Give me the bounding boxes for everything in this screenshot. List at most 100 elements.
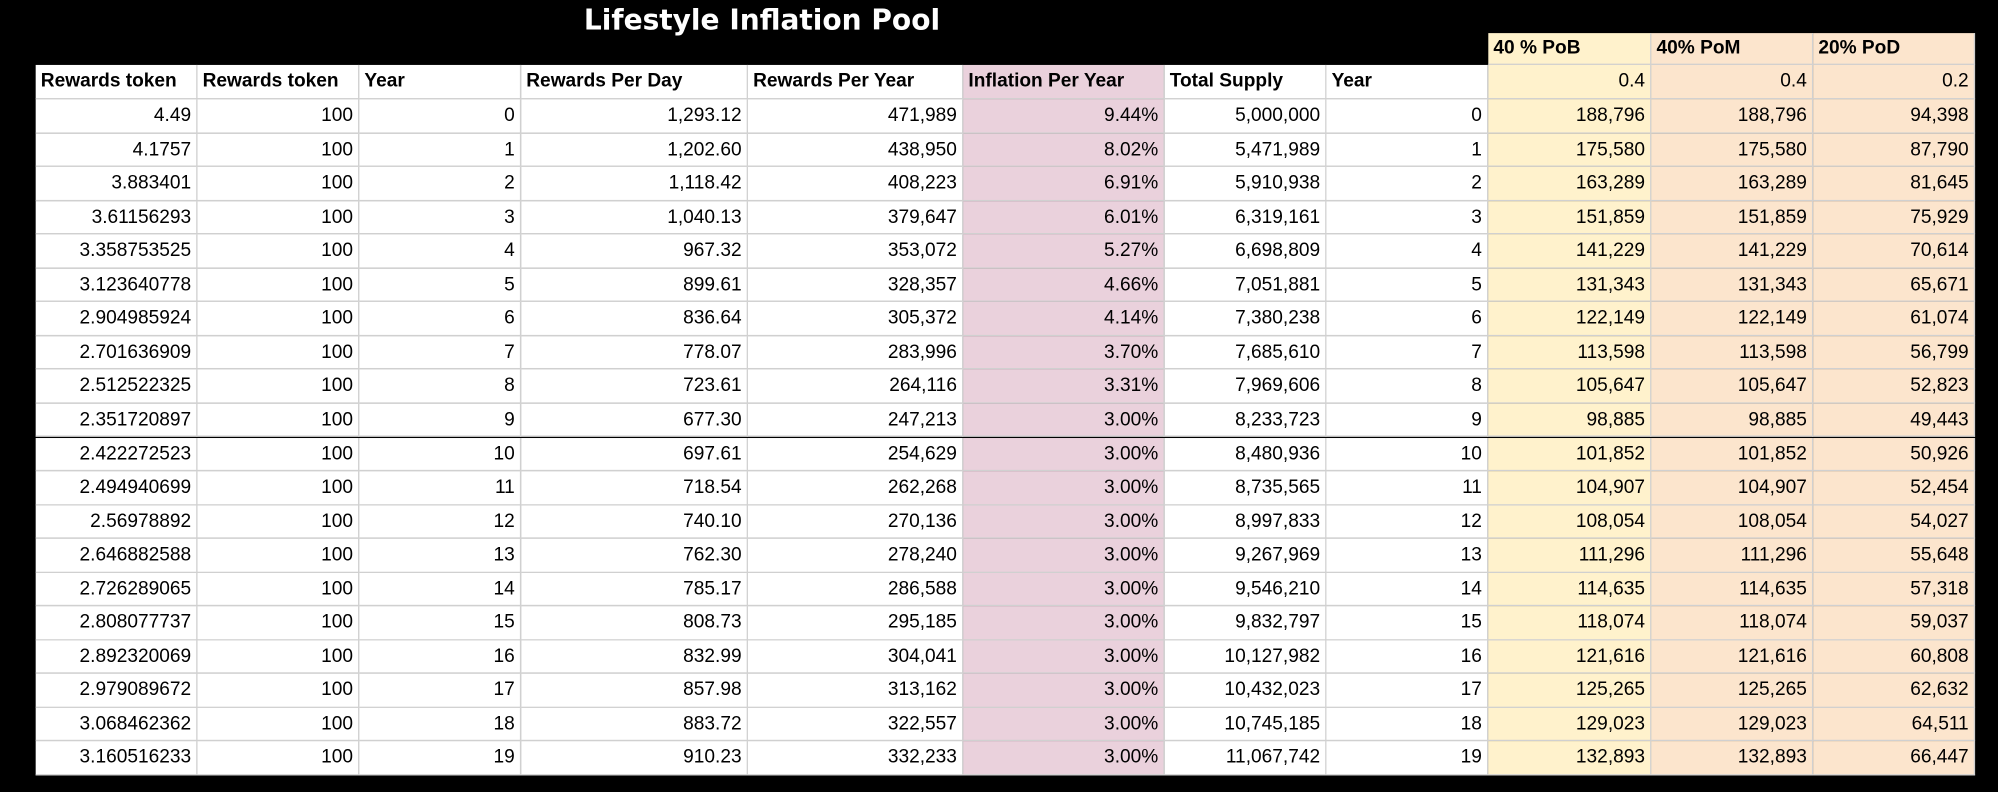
table-cell: 114,635 — [1488, 572, 1652, 607]
table-cell: 65,671 — [1813, 268, 1976, 303]
table-cell: 54,027 — [1813, 504, 1976, 539]
table-cell: 100 — [197, 99, 360, 134]
table-cell: 16 — [1326, 640, 1489, 675]
table-cell: 2.904985924 — [35, 302, 198, 336]
table-cell: 125,265 — [1488, 674, 1652, 708]
table-cell: 104,907 — [1488, 471, 1652, 505]
table-cell: 740.10 — [521, 504, 748, 539]
table-cell: 247,213 — [747, 403, 964, 438]
table-cell: 129,023 — [1488, 707, 1652, 742]
table-cell: 98,885 — [1488, 403, 1652, 438]
table-cell: 17 — [359, 674, 522, 708]
table-cell: 5 — [1326, 268, 1489, 303]
table-cell: 100 — [197, 268, 360, 303]
sheet-title: Lifestyle Inflation Pool — [583, 5, 941, 37]
table-cell: 10,432,023 — [1164, 674, 1327, 708]
table-cell: 132,893 — [1651, 741, 1814, 776]
table-cell: 121,616 — [1651, 640, 1814, 675]
table-cell: 9.44% — [963, 99, 1165, 134]
table-cell: 9 — [1326, 403, 1489, 438]
table-cell: 8,233,723 — [1164, 403, 1327, 438]
table-cell: 3.61156293 — [35, 200, 198, 235]
table-cell: 5,910,938 — [1164, 166, 1327, 201]
table-cell: 15 — [359, 606, 522, 641]
table-cell: 967.32 — [521, 234, 748, 269]
table-cell: 108,054 — [1651, 504, 1814, 539]
table-cell: 49,443 — [1813, 403, 1976, 438]
table-cell: 100 — [197, 234, 360, 269]
table-cell: 3.358753525 — [35, 234, 198, 269]
table-cell: 7,380,238 — [1164, 302, 1327, 336]
table-cell: 8,735,565 — [1164, 471, 1327, 505]
table-cell: 2.56978892 — [35, 504, 198, 539]
table-cell: 3.883401 — [35, 166, 198, 201]
table-cell: 81,645 — [1813, 166, 1976, 201]
table-cell: 151,859 — [1488, 200, 1652, 235]
table-cell: 11,067,742 — [1164, 741, 1327, 776]
table-cell: 322,557 — [747, 707, 964, 742]
table-cell: 857.98 — [521, 674, 748, 708]
table-cell: 9,832,797 — [1164, 606, 1327, 641]
group-ratio: 0.4 — [1651, 64, 1814, 100]
table-cell: 100 — [197, 200, 360, 235]
table-cell: 7 — [359, 335, 522, 370]
table-cell: 13 — [1326, 538, 1489, 573]
table-cell: 18 — [359, 707, 522, 742]
table-cell: 175,580 — [1651, 133, 1814, 167]
table-cell: 5.27% — [963, 234, 1165, 269]
table-cell: 188,796 — [1488, 99, 1652, 134]
table-cell: 17 — [1326, 674, 1489, 708]
group-ratio: 0.4 — [1488, 64, 1652, 100]
table-cell: 2.422272523 — [35, 437, 198, 472]
table-cell: 98,885 — [1651, 403, 1814, 438]
table-cell: 11 — [1326, 471, 1489, 505]
table-cell: 9,546,210 — [1164, 572, 1327, 607]
table-cell: 2.351720897 — [35, 403, 198, 438]
table-cell: 2.512522325 — [35, 369, 198, 404]
table-cell: 118,074 — [1488, 606, 1652, 641]
table-cell: 4.1757 — [35, 133, 198, 167]
table-cell: 6,698,809 — [1164, 234, 1327, 269]
group-header: 20% PoD — [1813, 33, 1976, 65]
table-cell: 9 — [359, 403, 522, 438]
table-cell: 1 — [1326, 133, 1489, 167]
table-cell: 101,852 — [1651, 437, 1814, 472]
table-cell: 100 — [197, 741, 360, 776]
table-cell: 6 — [359, 302, 522, 336]
table-cell: 3 — [359, 200, 522, 235]
table-cell: 808.73 — [521, 606, 748, 641]
table-cell: 131,343 — [1488, 268, 1652, 303]
table-cell: 94,398 — [1813, 99, 1976, 134]
table-cell: 100 — [197, 166, 360, 201]
table-cell: 3.00% — [963, 707, 1165, 742]
table-cell: 100 — [197, 437, 360, 472]
table-cell: 883.72 — [521, 707, 748, 742]
table-cell: 4.66% — [963, 268, 1165, 303]
table-cell: 2.979089672 — [35, 674, 198, 708]
table-cell: 100 — [197, 640, 360, 675]
table-cell: 3.00% — [963, 640, 1165, 675]
table-cell: 6,319,161 — [1164, 200, 1327, 235]
table-cell: 778.07 — [521, 335, 748, 370]
table-cell: 19 — [359, 741, 522, 776]
table-cell: 12 — [359, 504, 522, 539]
table-cell: 3.160516233 — [35, 741, 198, 776]
column-header: Rewards Per Year — [747, 64, 964, 100]
table-cell: 61,074 — [1813, 302, 1976, 336]
group-ratio: 0.2 — [1813, 64, 1976, 100]
table-cell: 3.00% — [963, 606, 1165, 641]
table-cell: 7 — [1326, 335, 1489, 370]
table-cell: 2 — [359, 166, 522, 201]
table-cell: 408,223 — [747, 166, 964, 201]
table-cell: 910.23 — [521, 741, 748, 776]
table-cell: 2.892320069 — [35, 640, 198, 675]
table-cell: 18 — [1326, 707, 1489, 742]
table-cell: 899.61 — [521, 268, 748, 303]
table-cell: 16 — [359, 640, 522, 675]
table-cell: 6 — [1326, 302, 1489, 336]
table-cell: 122,149 — [1488, 302, 1652, 336]
table-cell: 111,296 — [1488, 538, 1652, 573]
table-cell: 3.00% — [963, 538, 1165, 573]
table-cell: 57,318 — [1813, 572, 1976, 607]
